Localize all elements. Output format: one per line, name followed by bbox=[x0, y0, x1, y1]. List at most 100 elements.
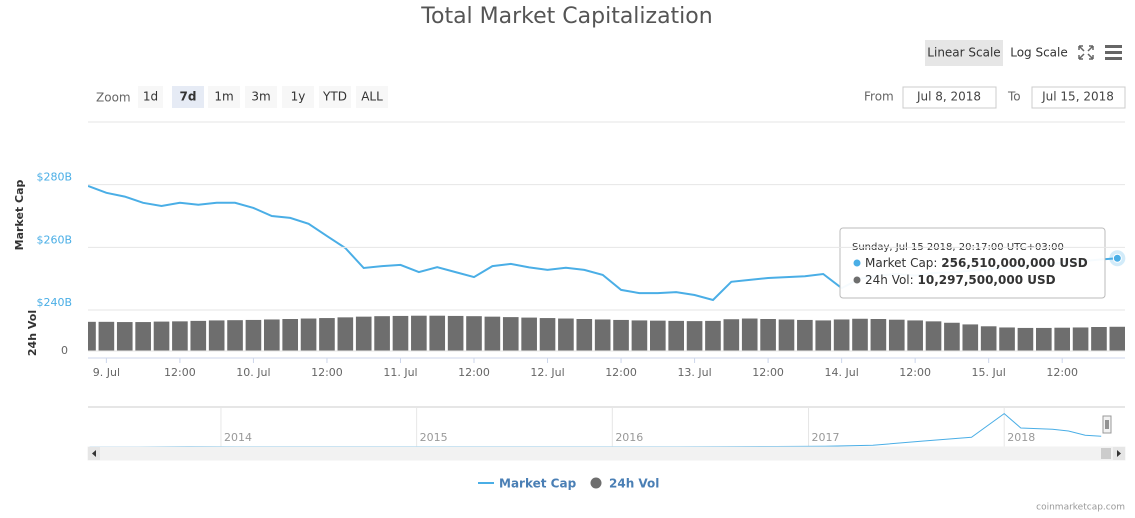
x-tick-label: 12:00 bbox=[164, 366, 196, 379]
from-input[interactable]: Jul 8, 2018 bbox=[902, 86, 997, 109]
volume-bar bbox=[907, 320, 923, 351]
x-tick-label: 12. Jul bbox=[530, 366, 564, 379]
zoom-button[interactable]: 1d bbox=[138, 86, 163, 108]
button-label: ALL bbox=[361, 90, 383, 104]
volume-bar bbox=[484, 316, 501, 351]
zoom-button[interactable]: YTD bbox=[319, 86, 351, 108]
volume-bar bbox=[1072, 327, 1089, 351]
volume-bar bbox=[190, 320, 207, 351]
fullscreen-icon[interactable] bbox=[1078, 45, 1094, 60]
volume-bar bbox=[263, 319, 280, 351]
volume-bar bbox=[539, 318, 556, 351]
button-background bbox=[319, 86, 351, 108]
x-tick-label: 12:00 bbox=[752, 366, 784, 379]
log-scale-button[interactable]: Log Scale bbox=[1010, 46, 1068, 60]
tooltip-value: 256,510,000,000 USD bbox=[941, 256, 1087, 270]
volume-bar bbox=[723, 319, 740, 351]
navigator-tick-label: 2014 bbox=[224, 431, 252, 444]
volume-bar bbox=[962, 324, 979, 351]
volume-bar bbox=[282, 319, 299, 351]
button-background bbox=[356, 86, 388, 108]
x-tick-label: 12:00 bbox=[899, 366, 931, 379]
legend-label: Market Cap bbox=[499, 477, 577, 491]
to-input[interactable]: Jul 15, 2018 bbox=[1031, 86, 1126, 109]
input-value: Jul 8, 2018 bbox=[916, 90, 981, 104]
volume-bar bbox=[650, 320, 666, 351]
volume-bar bbox=[300, 318, 317, 351]
x-tick-label: 12:00 bbox=[605, 366, 637, 379]
button-background bbox=[172, 86, 204, 108]
volume-bar bbox=[1017, 327, 1034, 351]
legend-label: 24h Vol bbox=[609, 477, 659, 491]
volume-bar bbox=[208, 320, 225, 351]
credit: coinmarketcap.com bbox=[1036, 503, 1125, 513]
button-background bbox=[208, 86, 240, 108]
volume-bar bbox=[429, 315, 446, 351]
volume-bar bbox=[374, 316, 390, 351]
navigator-tick-label: 2018 bbox=[1007, 431, 1035, 444]
volume-bar bbox=[594, 319, 611, 351]
y-axis-title: Market Cap bbox=[13, 180, 26, 251]
to-label: To bbox=[1007, 90, 1021, 104]
tooltip-value: 10,297,500,000 USD bbox=[918, 273, 1056, 287]
x-tick-label: 13. Jul bbox=[677, 366, 711, 379]
x-tick-label: 15. Jul bbox=[972, 366, 1006, 379]
volume-bar bbox=[558, 318, 574, 351]
volume-bar bbox=[944, 322, 960, 351]
volume-bar bbox=[925, 321, 942, 351]
hover-point bbox=[1112, 253, 1122, 263]
volume-bar bbox=[172, 321, 188, 351]
volume-bar bbox=[1054, 327, 1071, 351]
navigator-tick-label: 2016 bbox=[615, 431, 643, 444]
x-tick-label: 12:00 bbox=[311, 366, 343, 379]
x-tick-label: 9. Jul bbox=[93, 366, 120, 379]
chart-title: Total Market Capitalization bbox=[420, 4, 712, 29]
legend-item[interactable]: Market Cap bbox=[478, 477, 577, 491]
zoom-button[interactable]: 1y bbox=[282, 86, 314, 108]
zoom-button[interactable]: ALL bbox=[356, 86, 388, 108]
volume-bar bbox=[1036, 327, 1052, 351]
tooltip: Sunday, Jul 15 2018, 20:17:00 UTC+03:00 … bbox=[839, 227, 1106, 299]
volume-bar bbox=[668, 320, 685, 351]
volume-bar bbox=[631, 320, 648, 351]
y-tick-label: $260B bbox=[36, 233, 72, 246]
button-label: 1d bbox=[143, 90, 158, 104]
zoom-button[interactable]: 3m bbox=[245, 86, 277, 108]
volume-bar bbox=[227, 320, 243, 351]
navigator-tick-label: 2017 bbox=[812, 431, 840, 444]
tooltip-bullet bbox=[853, 276, 861, 284]
volume-bar bbox=[778, 319, 795, 351]
button-background bbox=[138, 86, 163, 108]
button-label: Linear Scale bbox=[927, 46, 1000, 60]
volume-bar bbox=[502, 317, 519, 351]
legend-item[interactable]: 24h Vol bbox=[590, 477, 660, 491]
x-tick-label: 10. Jul bbox=[236, 366, 270, 379]
volume-bar bbox=[153, 321, 170, 351]
navigator-tick-label: 2015 bbox=[420, 431, 448, 444]
volume-bar bbox=[870, 319, 887, 351]
volume-bar bbox=[852, 318, 868, 351]
volume-bar bbox=[686, 321, 703, 351]
linear-scale-button[interactable]: Linear Scale bbox=[925, 40, 1003, 66]
button-label: Log Scale bbox=[1010, 46, 1068, 60]
legend-symbol bbox=[590, 477, 602, 489]
menu-icon[interactable] bbox=[1105, 45, 1122, 60]
tooltip-bullet bbox=[853, 259, 861, 267]
volume-bar bbox=[447, 315, 464, 351]
y-tick-label: $280B bbox=[36, 171, 72, 184]
input-value: Jul 15, 2018 bbox=[1041, 90, 1114, 104]
volume-bar bbox=[980, 326, 997, 351]
tooltip-label: 24h Vol: bbox=[865, 273, 914, 287]
volume-bar bbox=[466, 316, 482, 351]
volume-bar bbox=[392, 315, 409, 351]
tooltip-row: Market Cap: 256,510,000,000 USD bbox=[865, 256, 1088, 270]
volume-bar bbox=[88, 321, 96, 351]
zoom-button[interactable]: 7d bbox=[172, 86, 204, 108]
volume-bar bbox=[245, 319, 262, 351]
navigator-handle[interactable] bbox=[1102, 415, 1112, 434]
volume-bar bbox=[1091, 327, 1107, 351]
scrollbar[interactable] bbox=[87, 446, 1126, 461]
volume-bar bbox=[521, 317, 537, 351]
y2-axis-title: 24h Vol bbox=[26, 310, 39, 356]
zoom-button[interactable]: 1m bbox=[208, 86, 240, 108]
